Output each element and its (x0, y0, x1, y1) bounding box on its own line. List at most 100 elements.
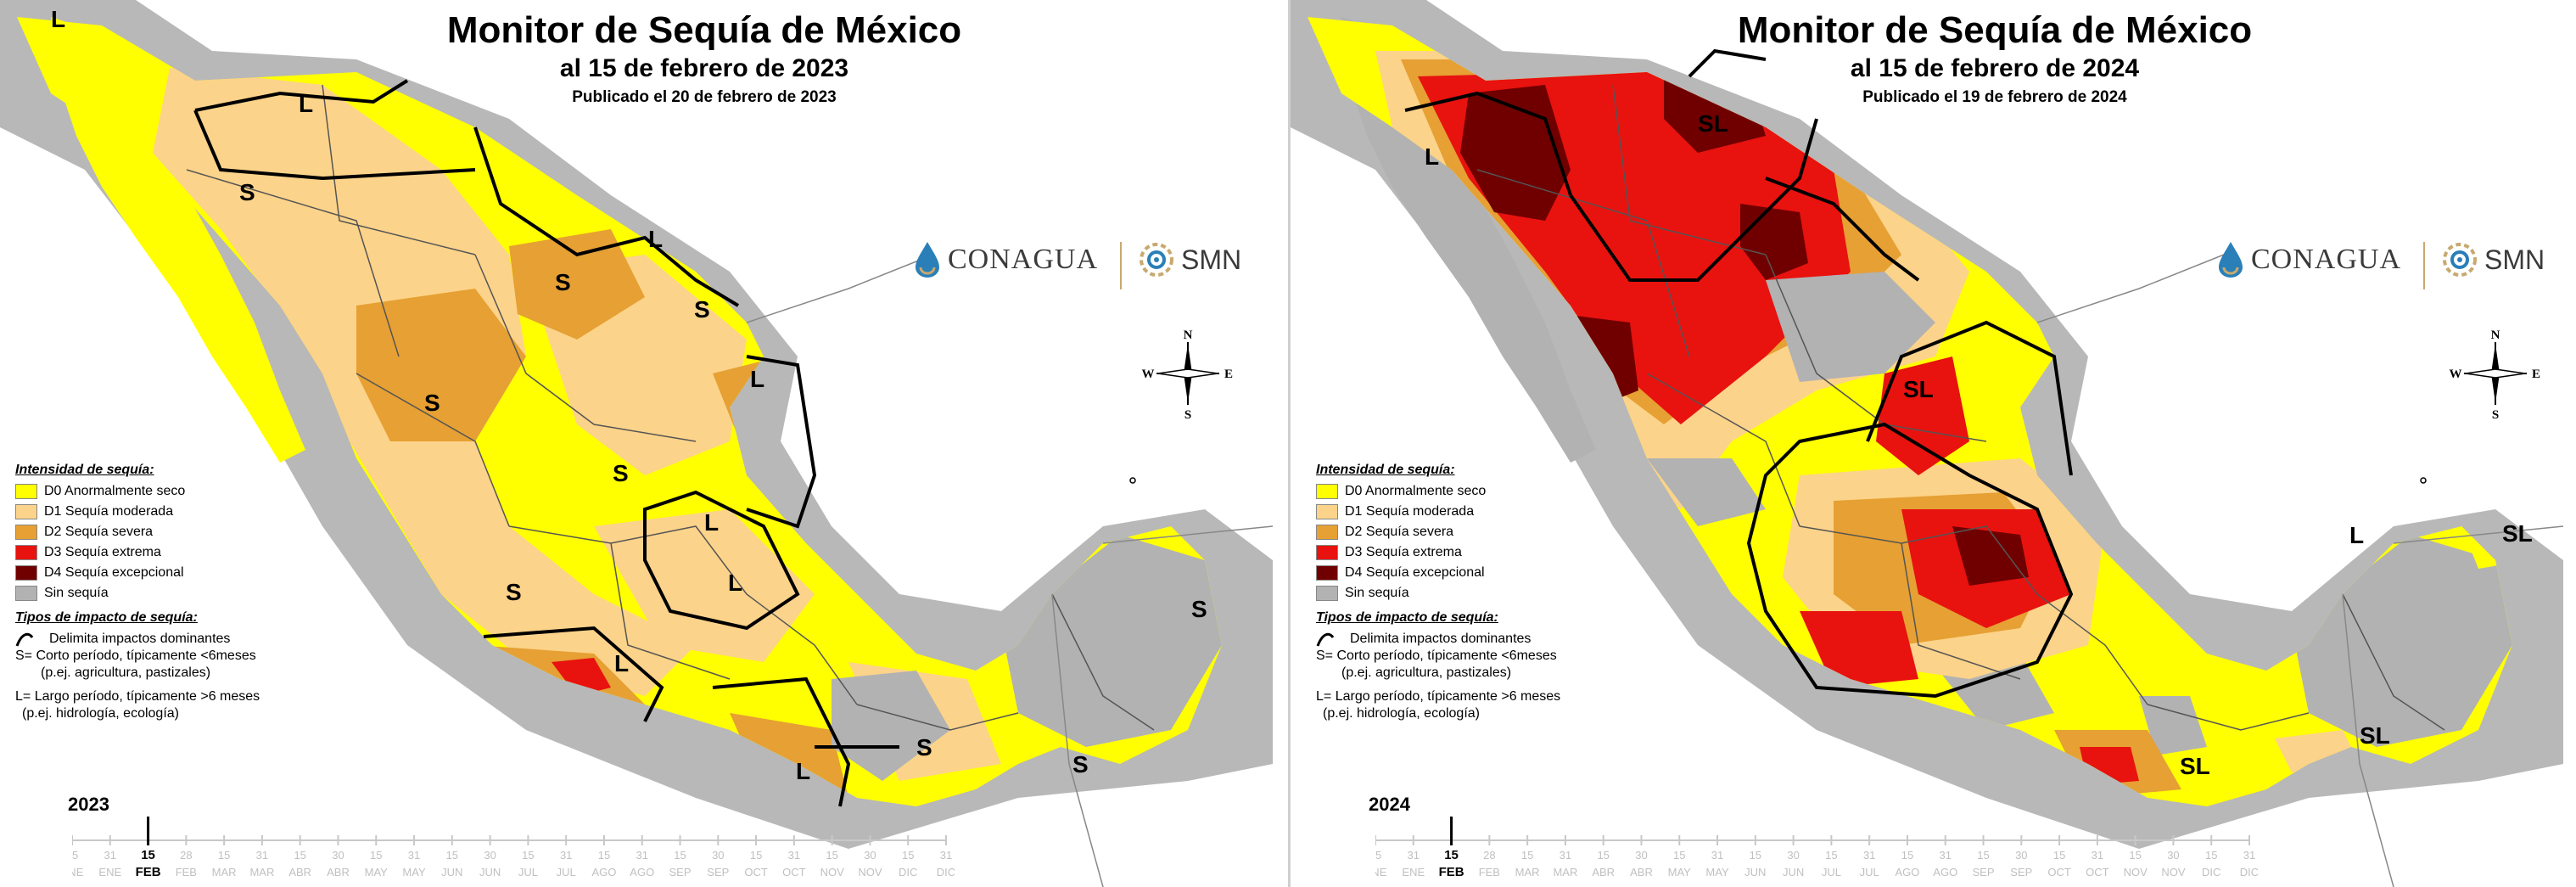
timeline-day-label: 31 (2243, 849, 2255, 862)
map-panel-2024: SL L SL L SL SL SL Monitor de Sequía de … (1288, 0, 2576, 887)
region-label: S (916, 734, 932, 761)
legend-impact-title: Tipos de impacto de sequía: (1316, 610, 1498, 625)
region-label: S (1191, 596, 1207, 622)
logos-2024: CONAGUA SMN (2215, 233, 2555, 301)
region-label: S (613, 460, 629, 486)
compass-rose-icon: N S E W (1142, 328, 1234, 420)
timeline-month-label: ABR (1592, 866, 1615, 879)
swatch-d3 (15, 545, 37, 560)
timeline-day-label: 15 (826, 849, 837, 862)
region-label: SL (2180, 753, 2210, 779)
timeline-month-label: SEP (1973, 866, 1995, 879)
compass-north: N (1184, 328, 1193, 342)
short-term-def: S= Corto período, típicamente <6meses (15, 648, 256, 663)
legend-item-d0: D0 Anormalmente seco (15, 481, 295, 502)
timeline-day-label: 31 (940, 849, 952, 862)
timeline-month-label: NOV (2161, 866, 2186, 879)
timeline-month-label: ABR (288, 866, 311, 879)
region-label: L (51, 6, 65, 32)
logos-2023: CONAGUA SMN (912, 233, 1252, 301)
published-date: Publicado el 20 de febrero de 2023 (572, 88, 837, 106)
swatch-d3 (1316, 545, 1338, 560)
timeline-month-label: MAY (1668, 866, 1692, 879)
timeline-day-label: 31 (1560, 849, 1571, 862)
conagua-text: CONAGUA (948, 244, 1098, 275)
drought-map-2023: L L S L S S S L S L S L L S S S L (0, 0, 1274, 887)
legend-2023: Intensidad de sequía: D0 Anormalmente se… (15, 463, 295, 722)
timeline-day-label: 15 (750, 849, 762, 862)
short-term-example: (p.ej. agricultura, pastizales) (41, 665, 211, 680)
timeline-day-label: 31 (1863, 849, 1875, 862)
legend-label: D1 Sequía moderada (44, 504, 174, 519)
timeline-2024: 15 ENE 31 ENE 15 FEB 28 FEB 15 MAR 31 MAR 15 ABR 30 ABR… (1375, 817, 2258, 879)
timeline-month-label: SEP (707, 866, 729, 879)
timeline-day-label: 30 (2167, 849, 2179, 862)
timeline-month-label: NOV (2124, 866, 2148, 879)
timeline-day-label: 31 (636, 849, 648, 862)
timeline-month-label: AGO (592, 866, 617, 879)
legend-item-d0: D0 Anormalmente seco (1316, 481, 1596, 502)
legend-intensity-title: Intensidad de sequía: (15, 463, 154, 477)
timeline-month-label: ABR (1630, 866, 1653, 879)
legend-label: D0 Anormalmente seco (1345, 484, 1487, 498)
legend-item-d4: D4 Sequía excepcional (15, 563, 295, 583)
region-label: L (614, 650, 629, 676)
timeline-month-label: JUN (1744, 866, 1766, 879)
timeline-month-label: JUL (557, 866, 576, 879)
timeline-day-label: 30 (1635, 849, 1647, 862)
conagua-logo: CONAGUA (2215, 240, 2401, 279)
long-term-example: (p.ej. hidrología, ecología) (22, 706, 179, 721)
legend-label: D4 Sequía excepcional (1345, 565, 1485, 580)
timeline-month-label: AGO (1933, 866, 1957, 879)
timeline-month-label: ENE (1375, 866, 1387, 879)
timeline-day-label: 31 (408, 849, 420, 862)
legend-item-none: Sin sequía (15, 583, 295, 603)
region-label: S (694, 296, 710, 323)
timeline-day-label: 31 (788, 849, 800, 862)
timeline-day-label: 30 (864, 849, 876, 862)
legend-item-d3: D3 Sequía extrema (1316, 542, 1596, 563)
timeline-day-label: 15 (2205, 849, 2217, 862)
region-label: L (704, 509, 719, 536)
legend-item-d1: D1 Sequía moderada (1316, 502, 1596, 522)
swatch-d2 (15, 525, 37, 540)
swatch-none (1316, 586, 1338, 601)
region-label: S (555, 269, 571, 295)
timeline-day-label: 31 (256, 849, 268, 862)
compass-south: S (1184, 408, 1191, 420)
compass-north: N (2491, 328, 2500, 342)
weather-swirl-icon (2443, 243, 2477, 277)
legend-label: D3 Sequía extrema (44, 545, 161, 559)
legend-label: D3 Sequía extrema (1345, 545, 1462, 559)
timeline-month-label: FEB (1439, 865, 1464, 879)
timeline-month-label: ABR (327, 866, 350, 879)
timeline-day-label: 15 (598, 849, 610, 862)
region-label: L (1425, 143, 1439, 170)
timeline-month-label: SEP (669, 866, 692, 879)
long-term-def: L= Largo período, típicamente >6 meses (15, 689, 260, 704)
timeline-month-label: MAY (402, 866, 426, 879)
legend-impact-title: Tipos de impacto de sequía: (15, 610, 198, 625)
legend-item-d4: D4 Sequía excepcional (1316, 563, 1596, 583)
timeline-day-label: 15 (2129, 849, 2141, 862)
timeline-day-label: 15 (2053, 849, 2065, 862)
timeline-month-label: AGO (1896, 866, 1920, 879)
legend-label: D2 Sequía severa (44, 525, 154, 539)
timeline-day-label: 15 (674, 849, 686, 862)
water-drop-icon (2219, 242, 2243, 278)
timeline-day-label: 30 (332, 849, 344, 862)
timeline-day-label: 31 (2092, 849, 2103, 862)
timeline-2023: 15 ENE 31 ENE 15 FEB 28 FEB 15 MAR 31 MAR 15 ABR 30 ABR… (72, 817, 955, 879)
legend-label: D1 Sequía moderada (1345, 504, 1475, 519)
timeline-month-label: JUL (1860, 866, 1879, 879)
impact-line-label: Delimita impactos dominantes (1350, 632, 1532, 646)
region-label: SL (2502, 520, 2533, 547)
title-block-2024: Monitor de Sequía de México al 15 de feb… (1613, 8, 2377, 110)
timeline-month-label: NOV (820, 866, 845, 879)
region-label: SL (1903, 376, 1934, 402)
legend-item-d2: D2 Sequía severa (15, 522, 295, 542)
map-panel-2023: L L S L S S S L S L S L L S S S L Monito… (0, 0, 1274, 887)
long-term-example: (p.ej. hidrología, ecología) (1323, 706, 1480, 721)
swatch-none (15, 586, 37, 601)
timeline-month-label: OCT (2086, 866, 2109, 879)
